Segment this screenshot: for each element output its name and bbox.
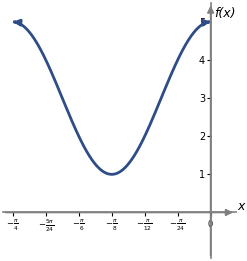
Text: f(x): f(x) [214, 7, 236, 20]
Text: x: x [237, 200, 245, 213]
